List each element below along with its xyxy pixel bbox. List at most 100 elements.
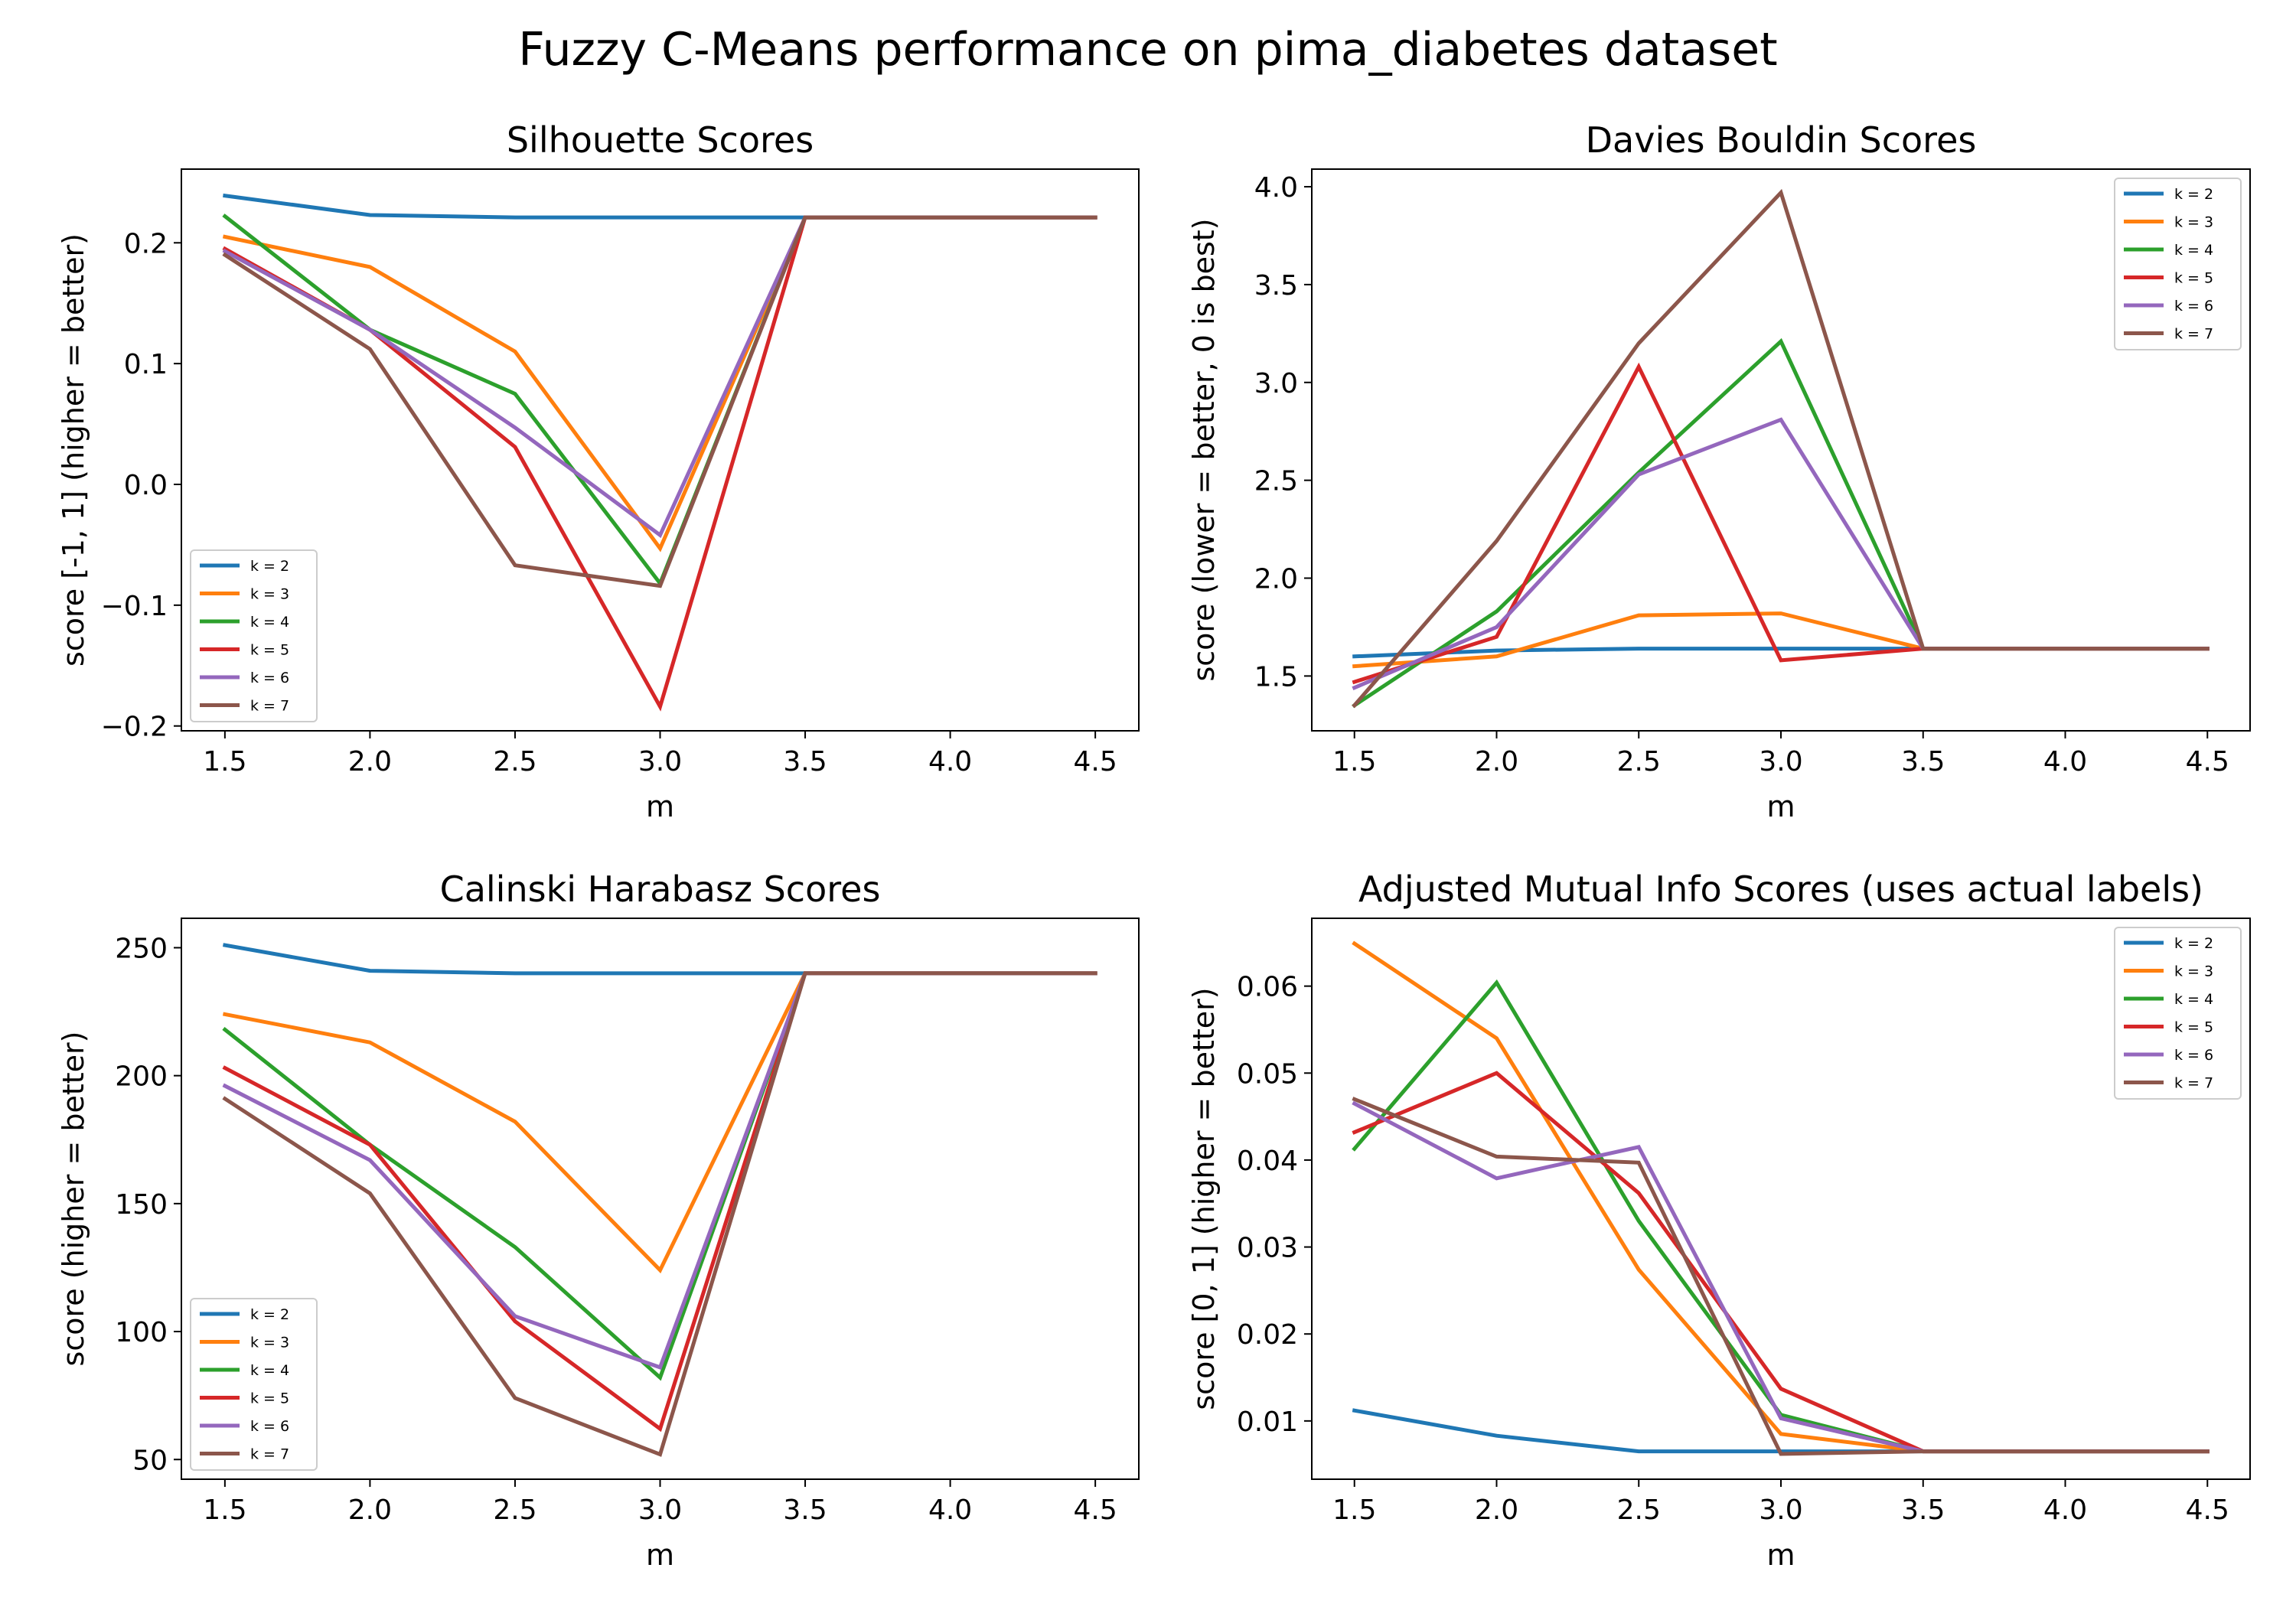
legend-label: k = 2 [250, 558, 289, 575]
y-tick-label: 0.05 [1237, 1058, 1298, 1090]
series-line-k7 [1352, 1097, 2210, 1456]
y-axis-label: score [0, 1] (higher = better) [1187, 987, 1221, 1410]
legend-label: k = 3 [250, 1335, 289, 1351]
x-tick-label: 4.5 [2186, 746, 2229, 777]
y-tick-label: 50 [132, 1445, 168, 1476]
series-line-k7 [222, 215, 1097, 588]
y-axis-label: score (lower = better, 0 is best) [1187, 218, 1221, 681]
x-tick-label: 4.5 [1074, 1495, 1117, 1526]
legend-label: k = 6 [250, 1418, 289, 1435]
legend: k = 2 k = 3 k = 4 k = 5 k = 6 k = 7 [190, 549, 318, 722]
legend-box [2114, 927, 2242, 1100]
x-tick-label: 3.0 [638, 1495, 682, 1526]
x-tick-label: 3.0 [1759, 1495, 1802, 1526]
series-line-k3 [1352, 940, 2210, 1454]
subplot-title: Adjusted Mutual Info Scores (uses actual… [1358, 869, 2203, 910]
x-tick-label: 2.5 [1617, 746, 1661, 777]
subplot-4: Adjusted Mutual Info Scores (uses actual… [1187, 869, 2251, 1572]
legend-label: k = 3 [250, 586, 289, 603]
series-line-k6 [222, 971, 1097, 1371]
x-tick-label: 3.5 [783, 746, 827, 777]
series-line-k2 [223, 943, 1097, 976]
y-tick-label: 0.03 [1237, 1233, 1298, 1264]
series-line-k4 [222, 214, 1097, 588]
y-tick-label: 150 [115, 1189, 168, 1221]
legend-label: k = 5 [2174, 1019, 2213, 1036]
x-tick-label: 2.5 [493, 1495, 536, 1526]
series-line-k4 [222, 971, 1097, 1381]
x-tick-label: 3.5 [1901, 746, 1945, 777]
y-tick-label: 4.0 [1254, 172, 1298, 204]
legend: k = 2 k = 3 k = 4 k = 5 k = 6 k = 7 [2114, 927, 2242, 1100]
y-tick-label: −0.2 [101, 712, 168, 743]
x-tick-label: 4.0 [2043, 1495, 2087, 1526]
legend-label: k = 4 [2174, 242, 2213, 259]
x-tick-label: 4.0 [928, 1495, 972, 1526]
axes-frame [181, 918, 1140, 1480]
legend-box [2114, 178, 2242, 350]
subplot-title: Calinski Harabasz Scores [440, 869, 881, 910]
y-tick-label: 250 [115, 933, 168, 964]
legend-label: k = 2 [2174, 186, 2213, 203]
legend: k = 2 k = 3 k = 4 k = 5 k = 6 k = 7 [2114, 178, 2242, 350]
y-tick-label: 0.06 [1237, 972, 1298, 1003]
legend: k = 2 k = 3 k = 4 k = 5 k = 6 k = 7 [190, 1298, 318, 1471]
x-tick-label: 2.5 [493, 746, 536, 777]
legend-label: k = 7 [2174, 326, 2213, 343]
series-line-k3 [222, 971, 1097, 1274]
y-tick-label: 0.2 [124, 228, 168, 259]
x-tick-label: 4.0 [928, 746, 972, 777]
y-tick-label: 1.5 [1254, 661, 1298, 693]
x-axis-label: m [646, 1538, 674, 1572]
axes-frame [1311, 168, 2251, 732]
legend-label: k = 6 [2174, 1047, 2213, 1064]
y-tick-label: 0.02 [1237, 1319, 1298, 1351]
axes-frame [1311, 918, 2251, 1480]
x-tick-label: 2.0 [348, 746, 392, 777]
y-tick-label: 0.04 [1237, 1146, 1298, 1177]
y-tick-label: 100 [115, 1317, 168, 1348]
legend-label: k = 2 [250, 1306, 289, 1323]
legend-label: k = 5 [250, 1390, 289, 1407]
x-tick-label: 1.5 [203, 746, 246, 777]
series-line-k7 [222, 971, 1097, 1457]
x-tick-label: 4.0 [2043, 746, 2087, 777]
series-line-k5 [222, 971, 1097, 1433]
legend-label: k = 4 [250, 1362, 289, 1379]
y-tick-label: 0.1 [124, 349, 168, 380]
legend-label: k = 7 [250, 1446, 289, 1463]
figure-title: Fuzzy C-Means performance on pima_diabet… [518, 23, 1778, 77]
y-tick-label: −0.1 [101, 591, 168, 622]
y-tick-label: 0.01 [1237, 1407, 1298, 1438]
x-tick-label: 3.0 [638, 746, 682, 777]
legend-label: k = 4 [2174, 991, 2213, 1008]
y-tick-label: 3.5 [1254, 270, 1298, 302]
legend-label: k = 6 [2174, 298, 2213, 315]
series-line-k6 [1352, 1100, 2210, 1454]
series-line-k3 [222, 215, 1097, 553]
legend-label: k = 7 [2174, 1075, 2213, 1092]
x-axis-label: m [646, 790, 674, 823]
series-line-k5 [1352, 1071, 2210, 1454]
y-axis-label: score [-1, 1] (higher = better) [57, 233, 90, 667]
subplot-1: Silhouette Scores 1.5 2.0 2.5 3.0 3.5 4.0 4.5 −0… [57, 119, 1140, 823]
series-line-k2 [223, 193, 1097, 220]
legend-box [190, 1298, 318, 1471]
x-tick-label: 2.0 [348, 1495, 392, 1526]
x-tick-label: 2.5 [1617, 1495, 1661, 1526]
x-axis-label: m [1766, 790, 1795, 823]
series-line-k5 [222, 215, 1097, 712]
x-tick-label: 1.5 [1332, 1495, 1376, 1526]
x-tick-label: 4.5 [1074, 746, 1117, 777]
y-tick-label: 0.0 [124, 470, 168, 501]
subplot-2: Davies Bouldin Scores 1.5 2.0 2.5 3.0 3.5 4.0 4… [1187, 119, 2251, 823]
x-tick-label: 2.0 [1475, 746, 1518, 777]
x-tick-label: 3.0 [1759, 746, 1802, 777]
subplot-title: Davies Bouldin Scores [1586, 119, 1977, 161]
y-tick-label: 200 [115, 1061, 168, 1093]
y-tick-label: 2.0 [1254, 564, 1298, 595]
legend-label: k = 3 [2174, 214, 2213, 231]
x-tick-label: 3.5 [1901, 1495, 1945, 1526]
legend-label: k = 4 [250, 614, 289, 631]
